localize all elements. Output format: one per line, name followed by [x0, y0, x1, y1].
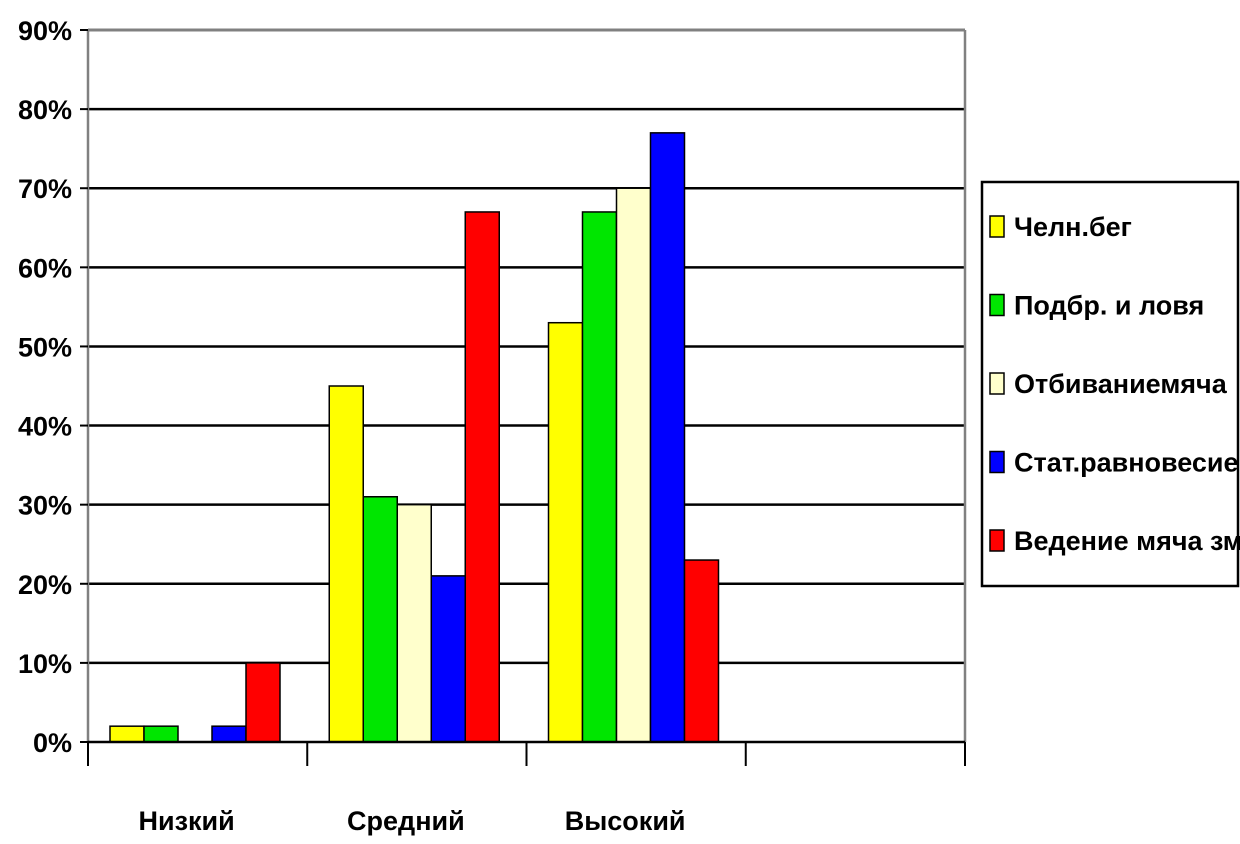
y-tick-label: 30% — [18, 491, 72, 521]
x-category-label: Высокий — [565, 806, 686, 836]
bar — [649, 132, 686, 743]
bar — [581, 211, 618, 743]
x-category-label: Низкий — [139, 806, 235, 836]
bar — [547, 321, 584, 743]
legend: Челн.бег Подбр. и ловя Отбиваниемяча Стат.р… — [980, 180, 1240, 588]
y-tick-label: 0% — [33, 728, 72, 758]
legend-swatch — [989, 215, 1005, 238]
bar — [109, 725, 145, 743]
legend-label: Отбиваниемяча — [1014, 369, 1228, 399]
bars — [109, 132, 720, 743]
x-category-label: Средний — [347, 806, 465, 836]
bar — [362, 496, 398, 743]
legend-label: Стат.равновесие — [1014, 448, 1239, 478]
legend-swatch — [989, 450, 1005, 474]
bar — [464, 211, 500, 743]
y-tick-label: 70% — [18, 174, 72, 204]
bar — [396, 503, 432, 743]
y-tick-label: 10% — [18, 649, 72, 679]
bar — [615, 187, 652, 743]
legend-box — [980, 180, 1240, 588]
y-tick-label: 90% — [18, 16, 72, 46]
bar — [683, 559, 720, 743]
legend-swatch — [989, 372, 1005, 395]
gridlines — [88, 28, 965, 665]
legend-label: Подбр. и ловя — [1014, 291, 1204, 321]
y-tick-label: 60% — [18, 253, 72, 283]
legend-label: Ведение мяча зм. — [1014, 526, 1240, 556]
plot-area — [88, 30, 965, 742]
y-tick-label: 50% — [18, 332, 72, 362]
x-axis-ticks: Низкий Средний Высокий — [87, 742, 966, 836]
y-tick-label: 40% — [18, 412, 72, 442]
bar — [245, 662, 281, 743]
y-tick-label: 80% — [18, 95, 72, 125]
y-axis-ticks: 0% 10% 20% 30% 40% 50% 60% 70% 80% 90% — [18, 16, 88, 758]
legend-label: Челн.бег — [1014, 212, 1132, 242]
legend-swatch — [989, 529, 1005, 552]
bar — [211, 725, 247, 743]
y-tick-label: 20% — [18, 570, 72, 600]
legend-swatch — [989, 293, 1005, 317]
bar — [328, 385, 364, 743]
bar — [143, 725, 179, 743]
bar — [430, 575, 466, 743]
